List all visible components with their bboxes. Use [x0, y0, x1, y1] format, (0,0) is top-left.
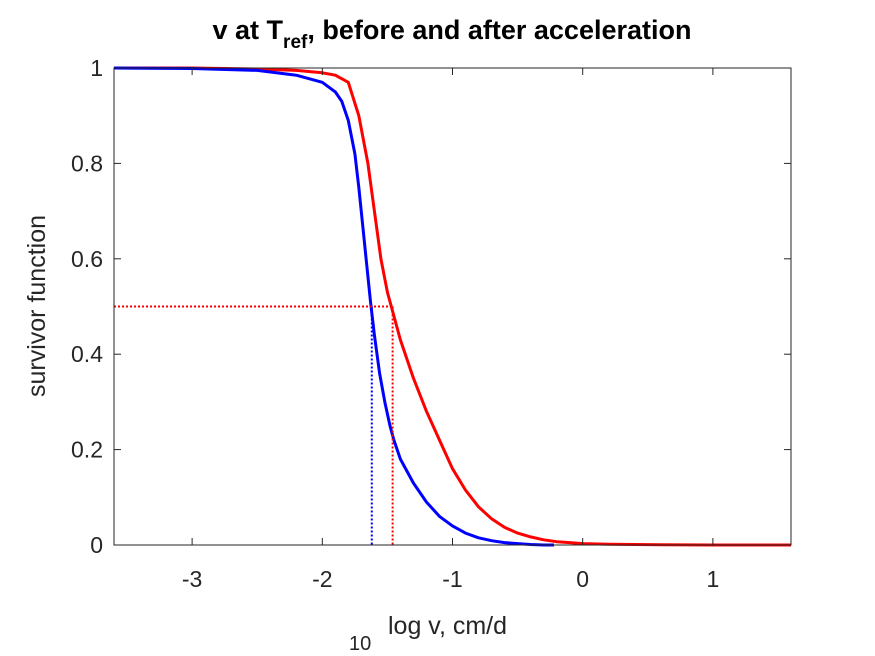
- y-tick-label: 0.4: [71, 341, 103, 367]
- red-survivor-curve: [114, 66, 791, 547]
- median-reference-lines: [114, 305, 394, 545]
- chart-title: v at Tref, before and after acceleration: [213, 15, 692, 53]
- title-subscript: ref: [283, 32, 308, 53]
- y-tick-label: 0.6: [71, 246, 103, 272]
- x-axis-label-subscript: 10: [349, 633, 371, 655]
- x-tick-label: -2: [312, 566, 332, 592]
- title-suffix: , before and after acceleration: [307, 15, 691, 45]
- y-tick-label: 0.8: [71, 150, 103, 176]
- blue-survivor-curve: [113, 66, 554, 547]
- x-tick-label: 1: [706, 566, 719, 592]
- y-tick-label: 1: [90, 55, 103, 81]
- y-tick-label: 0.2: [71, 437, 103, 463]
- x-tick-label: -3: [182, 566, 202, 592]
- y-axis-ticks: 0 0.2 0.4 0.6 0.8 1: [71, 55, 791, 558]
- x-tick-label: 0: [576, 566, 589, 592]
- y-axis-label: survivor function: [23, 215, 51, 397]
- x-axis-label: log v, cm/d: [388, 612, 507, 640]
- x-axis-ticks: -3 -2 -1 0 1: [182, 68, 719, 592]
- y-tick-label: 0: [90, 532, 103, 558]
- chart-curves: [113, 66, 791, 547]
- title-prefix: v at T: [213, 15, 284, 45]
- x-tick-label: -1: [442, 566, 462, 592]
